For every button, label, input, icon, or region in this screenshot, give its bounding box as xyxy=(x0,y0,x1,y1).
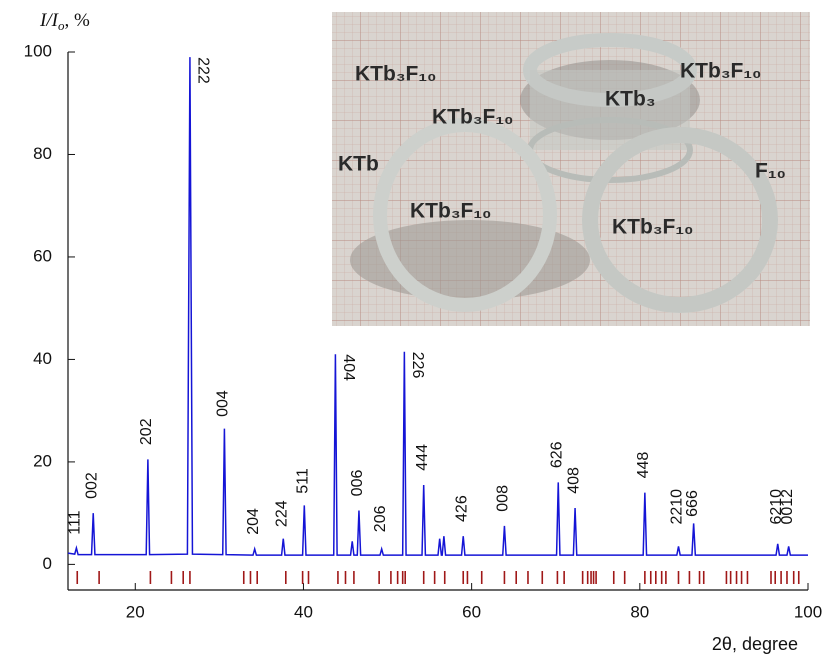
peak-label: 226 xyxy=(409,352,426,379)
x-tick-label: 60 xyxy=(462,602,481,621)
y-axis-label: I/Io, % xyxy=(39,10,90,33)
peak-label: 204 xyxy=(245,508,262,535)
peak-label: 002 xyxy=(83,472,100,499)
inset-photo: KTb₃F₁₀ KTb₃F₁₀ KTb₃F₁₀ KTb₃F₁₀ KTb₃F₁₀ … xyxy=(332,12,810,326)
peak-label: 222 xyxy=(195,57,212,84)
peak-label: 426 xyxy=(453,495,470,522)
inset-label: F₁₀ xyxy=(755,160,786,183)
x-tick-label: 20 xyxy=(126,602,145,621)
inset-label: KTb₃F₁₀ xyxy=(355,63,437,86)
inset-label: KTb xyxy=(338,153,379,176)
peak-label: 2210 xyxy=(669,489,686,525)
inset-label: KTb₃F₁₀ xyxy=(612,216,694,239)
x-tick-label: 80 xyxy=(630,602,649,621)
y-tick-label: 20 xyxy=(33,451,52,470)
peak-label: 008 xyxy=(495,485,512,512)
peak-label: 408 xyxy=(565,467,582,494)
y-label-main: I/I xyxy=(39,10,60,31)
peak-label: 6210 xyxy=(768,489,785,525)
peak-label: 111 xyxy=(67,510,84,534)
y-tick-label: 40 xyxy=(33,349,52,368)
peak-label: 224 xyxy=(273,500,290,527)
inset-label: KTb₃ xyxy=(605,88,656,111)
peak-label: 0012 xyxy=(779,489,796,525)
x-tick-label: 40 xyxy=(294,602,313,621)
y-tick-label: 0 xyxy=(43,554,52,573)
inset-label: KTb₃F₁₀ xyxy=(432,106,514,129)
peak-label: 202 xyxy=(138,418,155,445)
peak-label: 626 xyxy=(548,441,565,468)
peak-label: 006 xyxy=(349,470,366,497)
peak-label: 004 xyxy=(215,390,232,417)
x-tick-label: 100 xyxy=(794,602,822,621)
peak-label: 444 xyxy=(414,444,431,471)
peak-label: 448 xyxy=(635,452,652,479)
peak-label: 404 xyxy=(340,354,357,381)
inset-label: KTb₃F₁₀ xyxy=(410,200,492,223)
peak-label: 511 xyxy=(295,468,312,494)
peak-label: 206 xyxy=(372,505,389,532)
pattern-line xyxy=(67,57,808,556)
y-tick-label: 80 xyxy=(33,144,52,163)
inset-label: KTb₃F₁₀ xyxy=(680,60,762,83)
peak-label: 666 xyxy=(684,490,701,517)
y-label-unit: , % xyxy=(64,10,90,31)
y-label-sub: o xyxy=(58,18,65,33)
x-axis-label: 2θ, degree xyxy=(712,634,798,654)
y-tick-label: 100 xyxy=(24,41,52,60)
y-tick-label: 60 xyxy=(33,246,52,265)
